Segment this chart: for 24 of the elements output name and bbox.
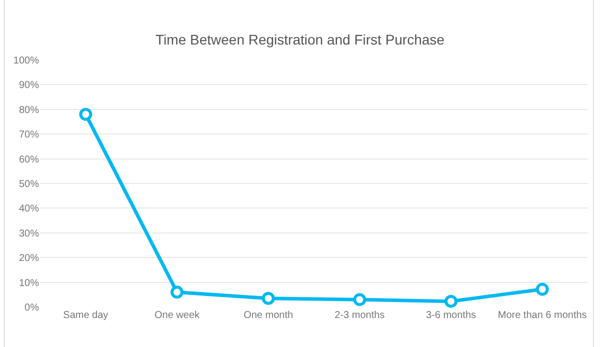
y-tick-label: 90% — [18, 80, 40, 92]
point — [262, 292, 275, 305]
y-tick-label: 30% — [18, 228, 40, 240]
y-tick-label: 40% — [18, 204, 40, 215]
x-tick-label: Same day — [63, 310, 108, 321]
y-tick-label: 70% — [18, 130, 40, 141]
point — [170, 286, 184, 299]
point — [444, 294, 458, 308]
x-tick-label: 2-3 months — [334, 310, 385, 321]
x-tick-label: 3-6 months — [426, 310, 476, 321]
y-tick-label: 80% — [18, 104, 40, 116]
point — [536, 282, 549, 296]
point — [353, 293, 366, 306]
x-tick-label: More than 6 months — [498, 310, 587, 321]
chart-title: Time Between Registration and First Purchase — [156, 32, 445, 48]
y-tick-label: 10% — [18, 278, 40, 289]
x-tick-label: One week — [154, 310, 201, 321]
y-tick-label: 0% — [24, 302, 40, 314]
y-tick-label: 60% — [18, 154, 40, 166]
y-tick-label: 100% — [13, 56, 40, 66]
y-tick-label: 20% — [18, 253, 40, 264]
x-tick-label: One month — [244, 310, 294, 321]
point — [79, 108, 92, 121]
y-tick-label: 50% — [18, 179, 40, 190]
